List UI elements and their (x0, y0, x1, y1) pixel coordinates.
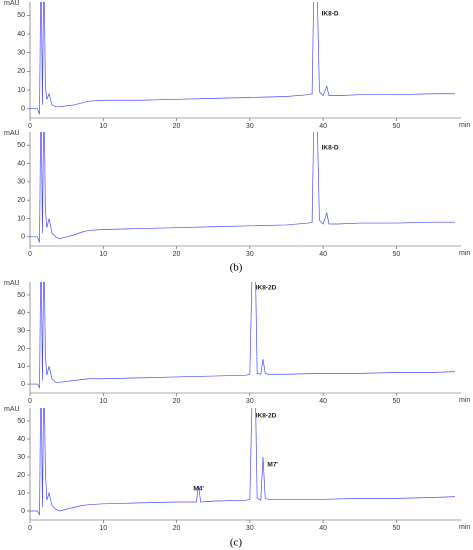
x-tick-label: 50 (392, 398, 400, 405)
x-tick-label: 20 (173, 525, 181, 532)
y-tick-label: 40 (17, 310, 25, 317)
chromatogram-line (30, 2, 455, 115)
peak-annotation: IK8-D (322, 11, 339, 18)
x-tick-label: 40 (319, 525, 327, 532)
x-axis-label: min (459, 122, 470, 129)
x-tick-label: 10 (99, 525, 107, 532)
peak-annotation: IK8-D (322, 145, 339, 152)
x-tick-label: 30 (246, 525, 254, 532)
y-axis-label: mAU (4, 406, 20, 413)
x-tick-label: 50 (392, 251, 400, 258)
x-tick-label: 10 (99, 398, 107, 405)
x-tick-label: 0 (28, 251, 32, 258)
y-tick-label: 40 (17, 436, 25, 443)
x-tick-label: 30 (246, 398, 254, 405)
figure-label: (c) (230, 537, 243, 549)
y-tick-label: 0 (21, 381, 25, 388)
y-tick-label: 20 (17, 345, 25, 352)
y-tick-label: 10 (17, 363, 25, 370)
x-axis-label: min (459, 397, 470, 404)
x-tick-label: 0 (28, 123, 32, 130)
y-tick-label: 0 (21, 234, 25, 241)
x-tick-label: 20 (173, 398, 181, 405)
y-tick-label: 50 (17, 418, 25, 425)
x-tick-label: 30 (246, 123, 254, 130)
y-axis-label: mAU (4, 0, 20, 7)
y-tick-label: 50 (17, 292, 25, 299)
x-tick-label: 40 (319, 251, 327, 258)
x-tick-label: 40 (319, 398, 327, 405)
x-tick-label: 20 (173, 123, 181, 130)
y-tick-label: 0 (21, 508, 25, 515)
y-tick-label: 30 (17, 179, 25, 186)
x-tick-label: 50 (392, 123, 400, 130)
x-tick-label: 50 (392, 525, 400, 532)
peak-annotation: IK8-2D (256, 285, 277, 292)
y-tick-label: 10 (17, 87, 25, 94)
y-tick-label: 20 (17, 472, 25, 479)
chromatogram-line (30, 132, 455, 243)
x-tick-label: 0 (28, 398, 32, 405)
y-tick-label: 30 (17, 454, 25, 461)
y-tick-label: 10 (17, 490, 25, 497)
y-tick-label: 40 (17, 160, 25, 167)
x-tick-label: 40 (319, 123, 327, 130)
y-tick-label: 50 (17, 142, 25, 149)
peak-annotation: M7' (267, 462, 278, 469)
y-tick-label: 30 (17, 50, 25, 57)
x-tick-label: 20 (173, 251, 181, 258)
y-axis-label: mAU (4, 130, 20, 137)
x-axis-label: min (459, 524, 470, 531)
x-tick-label: 0 (28, 525, 32, 532)
y-tick-label: 20 (17, 68, 25, 75)
peak-annotation: M4' (193, 486, 204, 493)
y-tick-label: 10 (17, 215, 25, 222)
y-tick-label: 40 (17, 31, 25, 38)
x-tick-label: 10 (99, 123, 107, 130)
x-tick-label: 30 (246, 251, 254, 258)
x-tick-label: 10 (99, 251, 107, 258)
y-tick-label: 30 (17, 327, 25, 334)
y-tick-label: 0 (21, 106, 25, 113)
chromatogram-line (30, 408, 455, 516)
y-tick-label: 50 (17, 12, 25, 19)
chromatogram-line (30, 282, 455, 389)
peak-annotation: IK8-2D (256, 413, 277, 420)
figure-label: (b) (230, 262, 243, 274)
x-axis-label: min (459, 250, 470, 257)
y-tick-label: 20 (17, 197, 25, 204)
y-axis-label: mAU (4, 280, 20, 287)
